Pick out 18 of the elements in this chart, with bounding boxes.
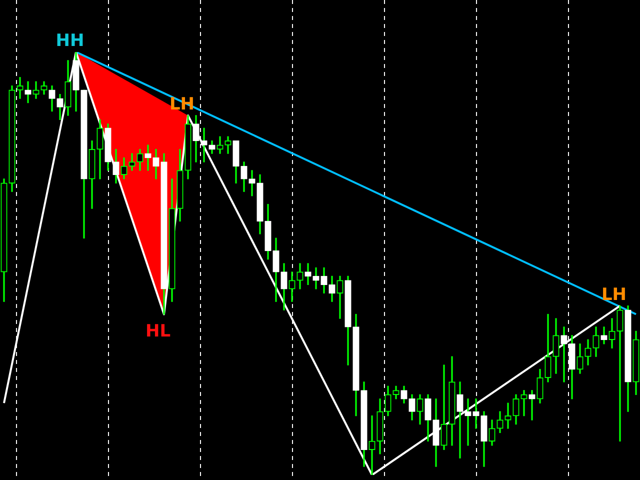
candlestick xyxy=(144,144,152,171)
candlestick xyxy=(528,390,536,420)
candlestick xyxy=(312,267,320,290)
candlestick xyxy=(304,263,312,285)
candlestick xyxy=(16,77,24,99)
candlestick xyxy=(520,390,528,416)
annotation: LH xyxy=(601,284,627,305)
candlestick xyxy=(616,305,624,442)
candlestick xyxy=(464,398,472,446)
annotation: HL xyxy=(145,321,171,342)
candlestick xyxy=(248,170,256,196)
annotation: HH xyxy=(56,31,84,51)
candlestick xyxy=(504,402,512,429)
candlestick xyxy=(456,382,464,458)
candlestick xyxy=(472,398,480,429)
candlestick xyxy=(368,415,376,475)
candlestick xyxy=(440,364,448,450)
candlestick xyxy=(24,81,32,104)
